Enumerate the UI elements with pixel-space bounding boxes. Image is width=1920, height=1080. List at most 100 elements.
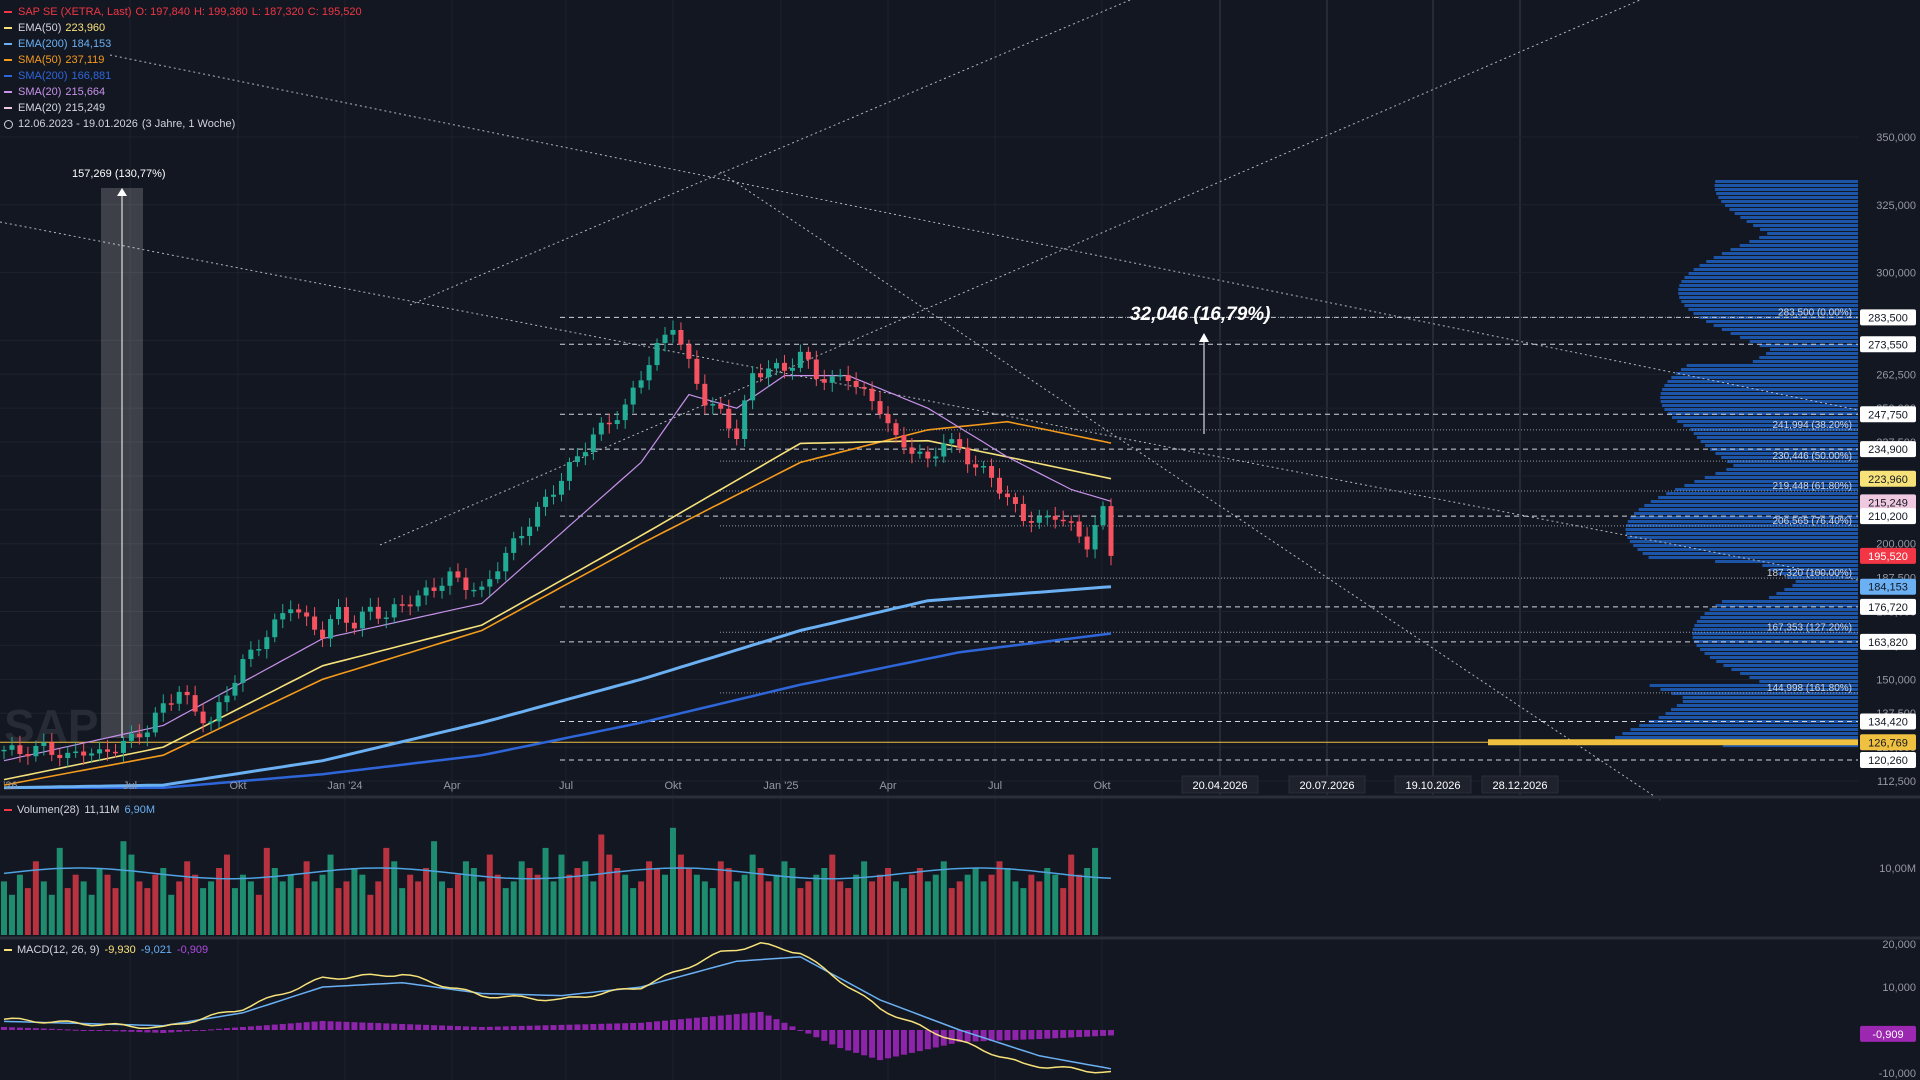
macd-histogram-bar <box>136 1030 143 1033</box>
candle-body <box>917 451 923 454</box>
legend-ema20[interactable]: EMA(20) 215,249 <box>4 100 366 116</box>
candle-body <box>774 362 780 369</box>
fib-label: 187,320 (100.00%) <box>1767 568 1852 579</box>
volume-profile-bar <box>1684 484 1858 487</box>
candle-body <box>901 435 907 448</box>
volume-bar <box>152 874 159 935</box>
candle-body <box>670 330 676 335</box>
macd-histogram-bar <box>1052 1030 1059 1039</box>
candle-body <box>503 552 509 572</box>
macd-histogram-bar <box>287 1023 294 1030</box>
volume-profile-bar <box>1627 520 1858 523</box>
measure-left-label: 157,269 (130,77%) <box>72 168 166 180</box>
macd-histogram-bar <box>120 1030 127 1032</box>
price-tick-label: 200,000 <box>1876 539 1916 551</box>
legend-ema50[interactable]: EMA(50) 223,960 <box>4 20 366 36</box>
volume-bar <box>446 888 453 935</box>
volume-profile-bar <box>1739 244 1858 247</box>
macd-histogram-bar <box>446 1025 453 1030</box>
volume-bar <box>638 881 645 935</box>
fib-label: 230,446 (50.00%) <box>1772 451 1852 462</box>
volume-profile-bar <box>1644 504 1858 507</box>
volume-bar <box>24 888 31 935</box>
legend-sma200[interactable]: SMA(200) 166,881 <box>4 68 366 84</box>
date-range: 12.06.2023 - 19.01.2026 <box>18 118 138 130</box>
volume-bar <box>40 881 47 935</box>
fib-label: 167,353 (127.20%) <box>1767 622 1852 633</box>
macd-histogram-bar <box>701 1016 708 1030</box>
macd-name: MACD(12, 26, 9) <box>17 944 100 956</box>
volume-profile-bar <box>1678 292 1858 295</box>
candle-body <box>805 351 811 360</box>
macd-histogram-bar <box>367 1022 374 1030</box>
volume-bar <box>494 874 501 935</box>
date-range-row: 12.06.2023 - 19.01.2026 (3 Jahre, 1 Woch… <box>4 116 366 132</box>
candle-body <box>399 604 405 606</box>
volume-bar <box>518 861 525 935</box>
macd-value-2: -9,021 <box>140 944 172 956</box>
volume-bar <box>335 888 342 935</box>
candle-body <box>949 439 955 444</box>
volume-profile-bar <box>1648 556 1858 559</box>
macd-histogram-bar <box>383 1023 390 1030</box>
candle-body <box>415 595 421 607</box>
volume-bar <box>717 861 724 935</box>
macd-histogram-bar <box>534 1025 541 1030</box>
candle-body <box>781 362 787 371</box>
volume-profile-bar <box>1664 384 1858 387</box>
trendline <box>379 0 1641 546</box>
time-tick-label: Okt <box>1093 780 1110 792</box>
volume-bar <box>239 874 246 935</box>
macd-histogram-bar <box>1084 1030 1091 1037</box>
volume-profile-bar <box>1681 300 1858 303</box>
volume-bar <box>1 881 7 935</box>
macd-histogram-bar <box>956 1030 963 1043</box>
volume-profile-bar <box>1677 420 1858 423</box>
time-tick-label: Jan '26 <box>0 780 18 792</box>
volume-bar <box>168 894 175 935</box>
volume-bar <box>478 881 485 935</box>
volume-profile-bar <box>1662 404 1858 407</box>
volume-profile-bar <box>1671 708 1858 711</box>
legend-ema200[interactable]: EMA(200) 184,153 <box>4 36 366 52</box>
volume-profile-bar <box>1715 604 1858 607</box>
macd-histogram-bar <box>1100 1030 1107 1036</box>
volume-profile-bar <box>1704 476 1858 479</box>
volume-profile-bar <box>1627 536 1858 539</box>
macd-histogram-bar <box>423 1024 430 1030</box>
candle-body <box>383 617 389 619</box>
volume-bar <box>725 868 732 935</box>
legend-swatch <box>4 43 12 45</box>
candle-body <box>973 464 979 468</box>
macd-legend[interactable]: MACD(12, 26, 9) -9,930 -9,021 -0,909 <box>4 944 213 956</box>
volume-legend[interactable]: Volumen(28) 11,11M 6,90M <box>4 804 160 816</box>
future-date-box <box>1288 775 1366 794</box>
macd-signal-line <box>3 956 1112 1070</box>
volume-bar <box>1004 868 1011 935</box>
volume-profile-bar <box>1740 672 1858 675</box>
volume-profile-bar <box>1694 624 1858 627</box>
candle-body <box>837 375 843 377</box>
candle-body <box>758 373 764 378</box>
volume-bar <box>924 881 931 935</box>
macd-histogram-bar <box>757 1011 764 1030</box>
volume-profile-bar <box>1688 308 1858 311</box>
candle-body <box>527 526 533 536</box>
candle-body <box>1108 506 1114 556</box>
volume-profile-bar <box>1714 188 1858 191</box>
legend-sma50[interactable]: SMA(50) 237,119 <box>4 52 366 68</box>
macd-histogram-bar <box>1020 1030 1027 1040</box>
candle-body <box>1100 506 1106 526</box>
volume-bar <box>128 854 135 935</box>
volume-profile-bar <box>1678 288 1858 291</box>
volume-bar <box>916 868 923 935</box>
volume-profile-bar <box>1688 272 1858 275</box>
volume-bar <box>606 854 613 935</box>
macd-histogram-bar <box>271 1024 278 1030</box>
legend-sma20[interactable]: SMA(20) 215,664 <box>4 84 366 100</box>
macd-histogram-bar <box>677 1019 684 1030</box>
symbol-title[interactable]: SAP SE (XETRA, Last) <box>18 6 132 18</box>
volume-bar <box>646 861 653 935</box>
volume-profile-bar <box>1709 608 1858 611</box>
